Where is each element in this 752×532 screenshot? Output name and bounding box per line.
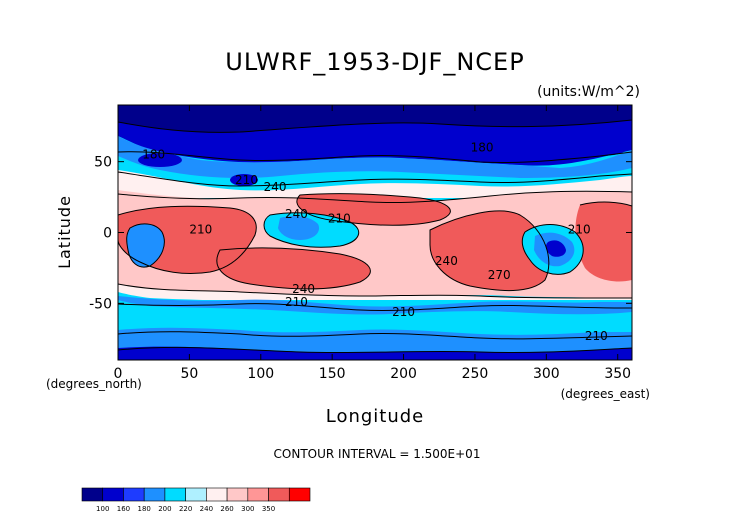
field-band-north-deep: [118, 105, 632, 133]
contour-core-east-pacific: [429, 210, 550, 292]
y-axis-label: Latitude: [55, 195, 74, 269]
colorbar: 100 160 180 200 220 240 260 300 350: [81, 487, 311, 513]
x-tick-label: 100: [247, 366, 274, 382]
colorbar-swatch: [143, 487, 166, 502]
contour-label: 210: [285, 295, 308, 309]
contour-line-north-210: [118, 171, 632, 187]
y-tick-label: 0: [103, 226, 112, 242]
contour-line-antarctic: [118, 346, 632, 354]
field-core-atlantic: [575, 202, 632, 282]
colorbar-label: 260: [220, 505, 233, 513]
colorbar-label: 160: [117, 505, 130, 513]
contour-label: 210: [328, 211, 351, 225]
contour-line-north-deep: [118, 119, 632, 133]
contour-line-south-240: [118, 283, 632, 299]
colorbar-swatch: [185, 487, 207, 502]
field-core-pacific-south: [216, 247, 371, 289]
contour-line-north-240: [118, 190, 632, 204]
field-convective-amazon-deep: [545, 240, 566, 257]
colorbar-swatch: [268, 487, 290, 502]
y-axis-ticks: 50 0 -50: [89, 155, 632, 312]
contour-label: 210: [235, 173, 258, 187]
y-tick-label: 50: [94, 155, 112, 171]
x-tick-label: 150: [319, 366, 346, 382]
contour-core-africa-west: [126, 223, 165, 268]
contour-core-amazon: [521, 224, 584, 275]
contour-label: 240: [292, 282, 315, 296]
contour-core-maritime: [263, 212, 360, 248]
y-tick-label: -50: [89, 296, 112, 312]
colorbar-swatch: [102, 487, 124, 502]
colorbar-label: 180: [137, 505, 150, 513]
x-tick-label: 250: [462, 366, 489, 382]
contour-label: 210: [568, 223, 591, 237]
x-tick-label: 50: [180, 366, 198, 382]
field-convective-indonesia: [278, 216, 320, 240]
colorbar-label: 240: [200, 505, 213, 513]
x-axis-label: Longitude: [326, 406, 425, 427]
field-blob-north-1: [230, 174, 258, 186]
y-axis-note: (degrees_north): [46, 377, 142, 391]
field-band-north-light: [118, 170, 632, 198]
units-note: (units:W/m^2): [537, 84, 640, 100]
contour-label: 210: [585, 329, 608, 343]
contour-core-pacific-north: [296, 193, 451, 226]
contour-label: 210: [189, 223, 212, 237]
contour-core-pacific-south: [216, 247, 371, 290]
colorbar-label: 200: [158, 505, 171, 513]
contour-lines: [118, 119, 632, 354]
x-tick-label: 200: [390, 366, 417, 382]
colorbar-swatch: [288, 487, 311, 502]
colorbar-label: 100: [96, 505, 109, 513]
field-blob-north-2: [138, 153, 182, 167]
contour-label: 180: [142, 148, 165, 162]
x-tick-label: 350: [604, 366, 631, 382]
contour-label: 240: [264, 180, 287, 194]
colorbar-swatch: [123, 487, 145, 502]
x-axis-ticks: 0 50 100 150 200 250 300 350: [114, 105, 631, 382]
contour-core-africa: [118, 205, 257, 275]
colorbar-label: 220: [179, 505, 192, 513]
field-convective-africa: [126, 223, 165, 268]
colorbar-swatch: [81, 487, 104, 502]
contour-line-north-180: [118, 151, 632, 164]
contour-label: 180: [471, 141, 494, 155]
colorbar-swatch: [206, 487, 228, 502]
field-core-east-pacific: [430, 210, 549, 291]
contour-label: 240: [435, 254, 458, 268]
contour-core-atlantic: [579, 201, 632, 207]
chart-title: ULWRF_1953-DJF_NCEP: [225, 48, 524, 76]
colorbar-label: 350: [262, 505, 275, 513]
contour-label: 270: [488, 268, 511, 282]
contour-line-south-210: [118, 303, 632, 312]
field-band-north-blue: [118, 136, 632, 178]
x-axis-note: (degrees_east): [561, 387, 650, 401]
colorbar-label: 300: [241, 505, 254, 513]
colorbar-swatch: [164, 487, 186, 502]
field-band-south-blue: [118, 296, 632, 315]
contour-interval-text: CONTOUR INTERVAL = 1.500E+01: [274, 447, 481, 461]
colorbar-swatch: [226, 487, 249, 502]
contour-line-south-180: [118, 331, 632, 340]
contour-label: 210: [392, 305, 415, 319]
field-blob-north-3: [575, 144, 625, 156]
colorbar-swatch: [247, 487, 269, 502]
x-tick-label: 0: [114, 366, 123, 382]
contour-label: 240: [285, 207, 308, 221]
x-tick-label: 300: [533, 366, 560, 382]
